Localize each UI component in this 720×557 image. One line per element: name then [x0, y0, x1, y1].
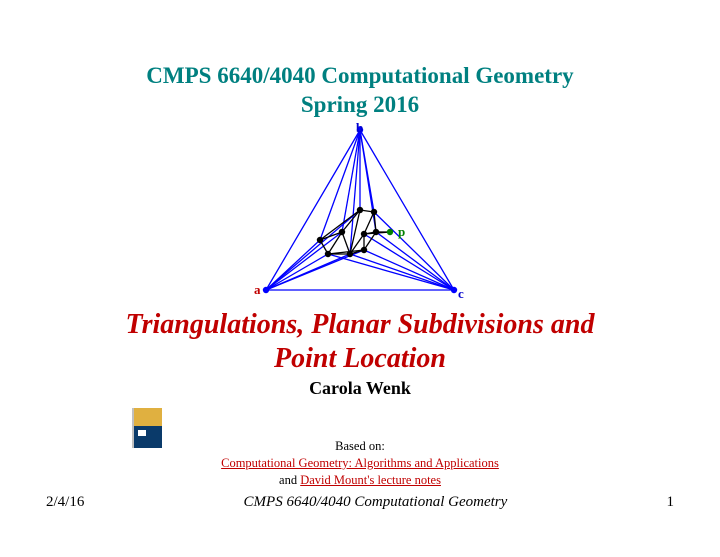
- slide-title-line1: Triangulations, Planar Subdivisions and: [126, 309, 595, 340]
- based-on-link2: David Mount's lecture notes: [300, 473, 441, 487]
- author-name: Carola Wenk: [0, 378, 720, 399]
- vertex-label-b: b: [356, 120, 363, 136]
- triangulation-svg: [234, 124, 486, 304]
- course-header-line2: Spring 2016: [0, 91, 720, 120]
- based-on-intro: Based on:: [335, 439, 385, 453]
- slide-title: Triangulations, Planar Subdivisions and …: [0, 308, 720, 375]
- vertex-label-a: a: [254, 282, 261, 298]
- vertex-label-c: c: [458, 286, 464, 302]
- footer-course: CMPS 6640/4040 Computational Geometry: [244, 494, 508, 511]
- footer-date: 2/4/16: [46, 494, 84, 511]
- vertex-label-p: p: [398, 224, 405, 240]
- slide-title-line2: Point Location: [274, 343, 446, 374]
- slide: CMPS 6640/4040 Computational Geometry Sp…: [0, 0, 720, 557]
- course-header-line1: CMPS 6640/4040 Computational Geometry: [0, 62, 720, 91]
- based-on-block: Based on: Computational Geometry: Algori…: [0, 438, 720, 489]
- footer-page: 1: [666, 494, 674, 511]
- footer: 2/4/16 CMPS 6640/4040 Computational Geom…: [46, 494, 674, 511]
- triangulation-diagram: a b c p: [234, 124, 486, 304]
- course-header: CMPS 6640/4040 Computational Geometry Sp…: [0, 62, 720, 120]
- based-on-joiner: and: [279, 473, 300, 487]
- based-on-link1: Computational Geometry: Algorithms and A…: [221, 456, 499, 470]
